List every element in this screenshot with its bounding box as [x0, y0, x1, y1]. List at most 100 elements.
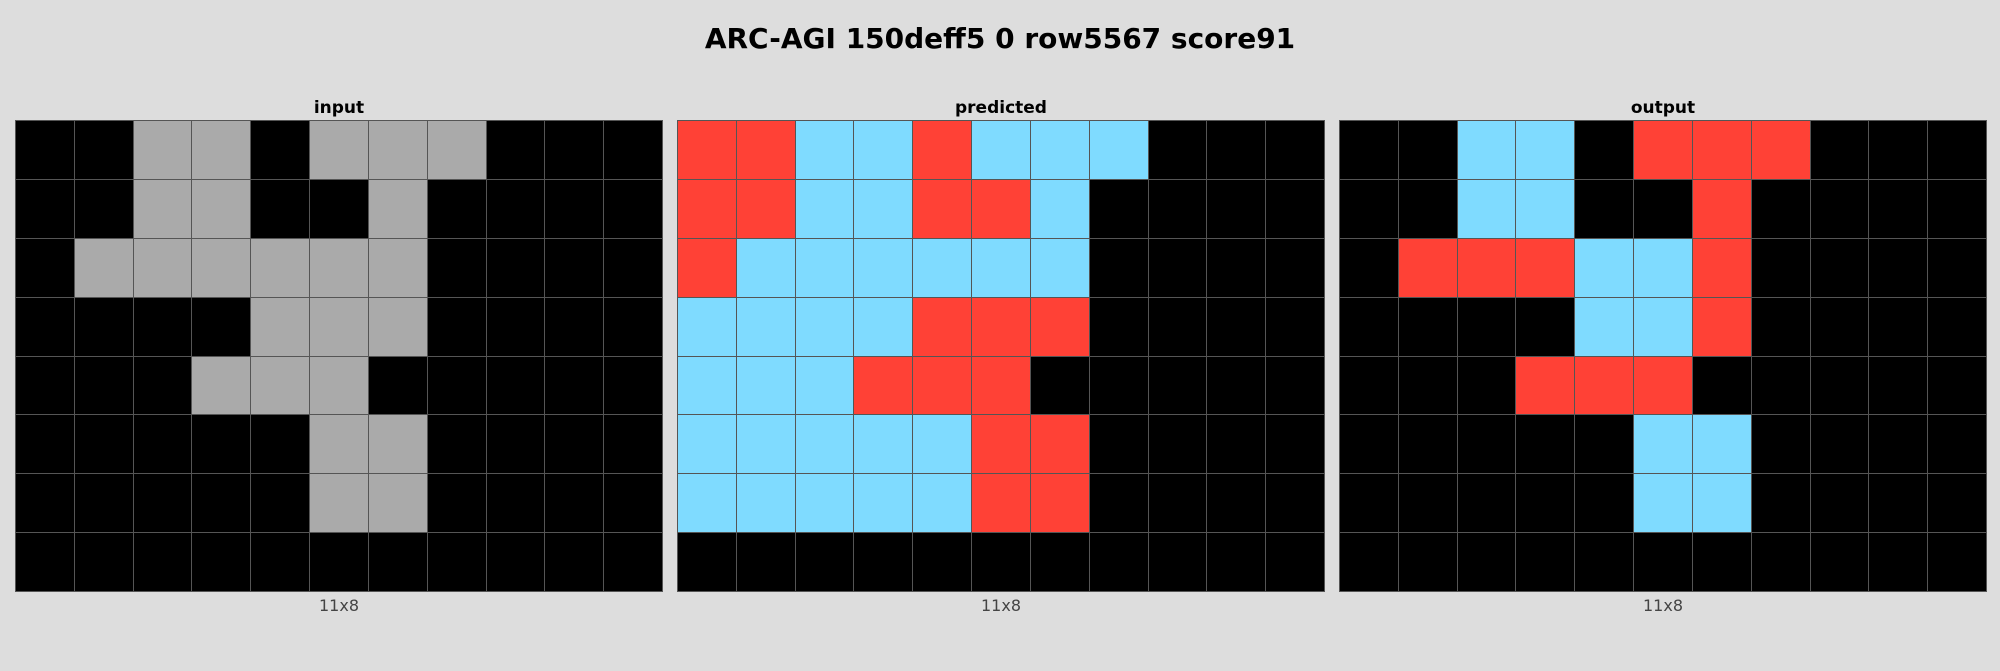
grid-cell [1457, 297, 1516, 356]
grid-cell [1398, 179, 1457, 238]
grid-cell [1928, 415, 1986, 474]
grid-cell [1148, 238, 1207, 297]
grid-cell [1030, 474, 1089, 533]
grid-cell [1928, 179, 1986, 238]
grid-cell [310, 415, 368, 474]
grid-cell [972, 297, 1030, 356]
grid-cell [1030, 533, 1089, 591]
grid-cell [1575, 121, 1634, 179]
grid-cell [1634, 356, 1692, 415]
grid-cell [1207, 474, 1266, 533]
grid-cell [16, 179, 74, 238]
grid-cell [1340, 179, 1398, 238]
grid-cell [74, 474, 133, 533]
grid-cell [16, 238, 74, 297]
grid-cell [1634, 297, 1692, 356]
grid-cell [1928, 297, 1986, 356]
grid-cell [251, 179, 310, 238]
grid-cell [972, 179, 1030, 238]
grid-cell [795, 297, 854, 356]
grid-cell [1030, 415, 1089, 474]
grid-cell [913, 238, 972, 297]
grid-cell [604, 297, 662, 356]
grid-size-caption: 11x8 [980, 596, 1021, 615]
grid-cell [486, 533, 545, 591]
grid-cell [1516, 474, 1575, 533]
grid-cell [74, 356, 133, 415]
predicted-panel: predicted 11x8 [677, 96, 1325, 617]
grid-cell [310, 179, 368, 238]
grid-cell [736, 533, 795, 591]
grid-cell [368, 297, 427, 356]
grid-cell [486, 121, 545, 179]
grid-cell [310, 121, 368, 179]
grid-cell [604, 533, 662, 591]
grid-cell [16, 415, 74, 474]
grid-cell [1810, 297, 1869, 356]
grid-cell [1516, 415, 1575, 474]
grid-cell [854, 179, 913, 238]
grid-cell [427, 415, 486, 474]
grid-cell [1869, 297, 1928, 356]
grid-cell [251, 415, 310, 474]
grid-cell [133, 474, 192, 533]
grid-cell [1148, 121, 1207, 179]
grid-cell [678, 179, 736, 238]
grid-cell [1457, 474, 1516, 533]
input-grid [15, 120, 663, 592]
grid-cell [854, 415, 913, 474]
grid-cell [16, 356, 74, 415]
grid-cell [1207, 415, 1266, 474]
grid-cell [1266, 415, 1324, 474]
grid-cell [251, 533, 310, 591]
grid-cell [1516, 356, 1575, 415]
grid-cell [1148, 415, 1207, 474]
grid-cell [1692, 474, 1751, 533]
grid-cell [678, 121, 736, 179]
grid-cell [1089, 474, 1148, 533]
grid-cell [1266, 121, 1324, 179]
grid-cell [1751, 297, 1810, 356]
grid-cell [74, 533, 133, 591]
grid-cell [736, 179, 795, 238]
grid-cell [795, 533, 854, 591]
grid-cell [736, 121, 795, 179]
grid-cell [1575, 474, 1634, 533]
grid-cell [1089, 179, 1148, 238]
grid-cell [310, 297, 368, 356]
grid-cell [1340, 474, 1398, 533]
grid-cell [854, 533, 913, 591]
grid-cell [604, 121, 662, 179]
grid-cell [1516, 533, 1575, 591]
grid-cell [795, 179, 854, 238]
grid-cell [736, 238, 795, 297]
grid-cell [1928, 121, 1986, 179]
grid-cell [1207, 297, 1266, 356]
grid-cell [16, 474, 74, 533]
grid-cell [1266, 297, 1324, 356]
grid-cell [192, 356, 251, 415]
grid-cell [368, 179, 427, 238]
grid-cell [1457, 179, 1516, 238]
grid-cell [972, 474, 1030, 533]
grid-cell [368, 474, 427, 533]
grid-cell [427, 121, 486, 179]
grid-cell [1751, 533, 1810, 591]
grid-cell [1030, 121, 1089, 179]
grid-cell [1457, 238, 1516, 297]
grid-cell [795, 121, 854, 179]
grid-cell [1692, 533, 1751, 591]
grid-cell [1575, 533, 1634, 591]
grid-cell [678, 415, 736, 474]
grid-cell [486, 415, 545, 474]
grid-cell [736, 297, 795, 356]
grid-cell [1928, 474, 1986, 533]
grid-cell [1030, 179, 1089, 238]
grid-cell [913, 121, 972, 179]
panel-title: output [1630, 98, 1696, 118]
grid-cell [251, 356, 310, 415]
grid-cell [368, 121, 427, 179]
grid-cell [192, 121, 251, 179]
grid-cell [1207, 238, 1266, 297]
grid-cell [1869, 238, 1928, 297]
